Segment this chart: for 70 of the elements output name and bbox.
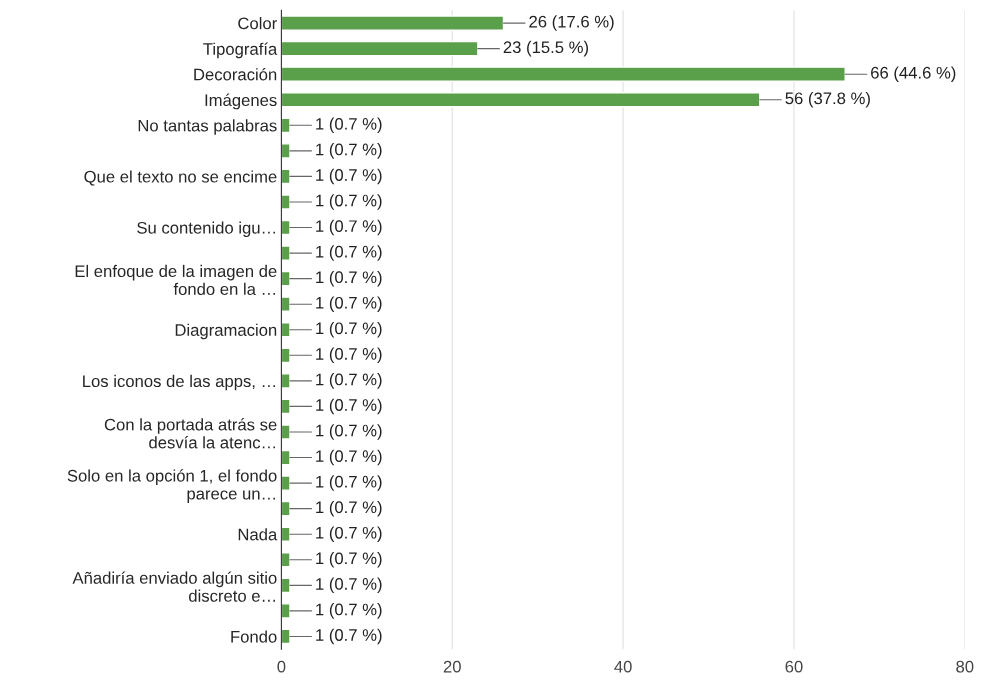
y-tick-label: Solo en la opción 1, el fondo parece un… [67,469,277,503]
data-label: 56 (37.8 %) [785,91,870,108]
bar [281,577,291,594]
y-tick-label: Que el texto no se encime [84,170,277,186]
data-label: 1 (0.7 %) [316,449,382,466]
data-label: 1 (0.7 %) [316,270,382,287]
data-label: 66 (44.6 %) [871,66,956,82]
bar [281,296,291,312]
y-tick-label: Decoración [194,67,277,81]
bar [281,373,291,389]
bar [281,92,761,108]
bar [281,40,479,57]
y-tick-label: El enfoque de la imagen de fondo en la … [75,264,277,296]
data-label: 1 (0.7 %) [316,603,382,619]
y-tick-label: Diagramacion [175,323,277,340]
data-label: 26 (17.6 %) [529,15,614,31]
data-label: 1 (0.7 %) [316,347,382,364]
data-label: 1 (0.7 %) [316,296,382,312]
data-label: 1 (0.7 %) [316,117,382,134]
bar [281,322,291,338]
data-label: 1 (0.7 %) [316,577,382,594]
x-tick-label: 20 [443,660,461,673]
data-label: 1 (0.7 %) [316,526,382,542]
bar [281,347,291,364]
bar [281,475,291,491]
bar [281,245,291,261]
bar [281,270,291,287]
bar [281,628,291,645]
data-label: 1 (0.7 %) [316,245,382,261]
y-tick-label: Tipografía [203,42,278,59]
data-label: 1 (0.7 %) [316,628,382,645]
data-label: 1 (0.7 %) [316,321,382,338]
bar [281,449,291,466]
bar [281,117,291,134]
y-tick-label: Con la portada atrás se desvía la atenc… [104,418,277,449]
y-tick-label: Añadiría enviado algún sitio discreto e… [72,571,277,602]
bar [281,500,291,517]
x-tick-label: 60 [785,660,803,673]
data-label: 1 (0.7 %) [316,500,382,517]
y-tick-label: No tantas palabras [138,119,277,135]
bar [281,168,291,185]
data-label: 1 (0.7 %) [316,168,382,185]
data-label: 1 (0.7 %) [316,143,382,159]
bar [281,603,291,619]
bar [281,194,291,210]
data-label: 1 (0.7 %) [316,424,382,440]
y-tick-label: Fondo [231,630,277,643]
data-label: 1 (0.7 %) [316,373,382,389]
bar [281,15,505,31]
bar [281,66,846,82]
y-tick-label: Los iconos de las apps, … [83,374,275,391]
bar [281,143,291,159]
y-tick-label: Color [238,17,277,30]
x-tick-label: 40 [614,660,632,673]
data-label: 1 (0.7 %) [316,552,382,568]
x-tick-label: 0 [277,660,286,673]
x-tick-label: 80 [956,660,974,673]
data-label: 1 (0.7 %) [316,219,382,236]
bar [281,424,291,440]
y-tick-label: Su contenido igu… [137,221,275,238]
y-tick-label: Imágenes [205,93,277,110]
bar [281,219,291,236]
bar [281,552,291,568]
bar [281,526,291,542]
y-tick-label: Nada [238,528,278,541]
bar [281,398,291,415]
data-label: 1 (0.7 %) [316,475,382,491]
data-label: 1 (0.7 %) [316,194,382,210]
data-label: 23 (15.5 %) [503,40,588,57]
data-label: 1 (0.7 %) [316,398,382,415]
